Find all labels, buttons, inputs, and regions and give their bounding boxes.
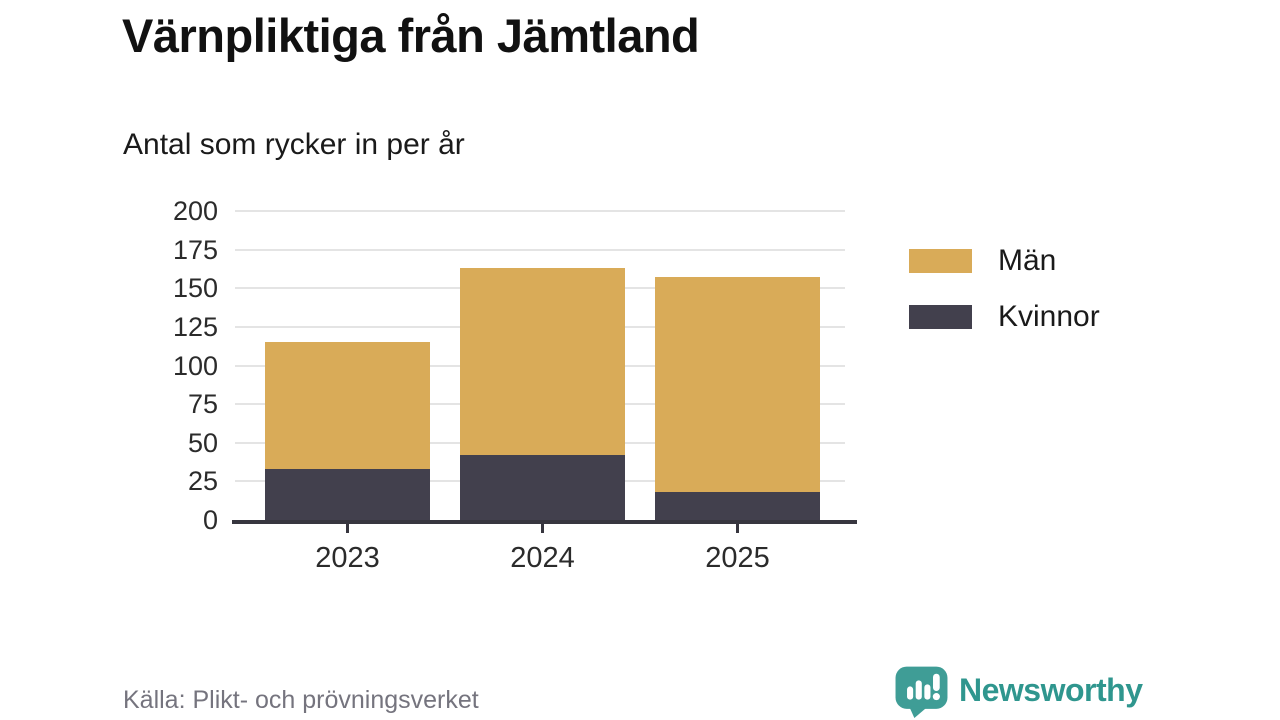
- chart-title: Värnpliktiga från Jämtland: [122, 9, 700, 62]
- x-tick-2024: [541, 522, 544, 533]
- y-tick-label-150: 150: [172, 273, 218, 304]
- x-tick-label-2024: 2024: [510, 542, 575, 574]
- legend-swatch-kvinnor: [909, 305, 972, 329]
- chart-subtitle: Antal som rycker in per år: [123, 128, 465, 161]
- y-tick-label-100: 100: [172, 350, 218, 381]
- x-tick-label-2023: 2023: [315, 542, 380, 574]
- gridline-175: [235, 248, 845, 251]
- gridline-200: [235, 210, 845, 212]
- bar-2023-män: [265, 342, 430, 470]
- y-tick-label-50: 50: [187, 427, 218, 458]
- bar-2024: [460, 268, 625, 520]
- bar-2025: [655, 277, 820, 520]
- newsworthy-logo-icon: [895, 666, 948, 718]
- y-tick-label-175: 175: [172, 234, 218, 265]
- bar-2023: [265, 342, 430, 520]
- x-tick-label-2025: 2025: [705, 542, 770, 574]
- bar-2025-män: [655, 277, 820, 493]
- y-tick-label-200: 200: [172, 196, 218, 226]
- bar-2024-män: [460, 268, 625, 456]
- y-tick-label-25: 25: [187, 466, 218, 497]
- y-tick-label-125: 125: [172, 311, 218, 342]
- y-tick-label-75: 75: [187, 389, 218, 420]
- bar-2023-kvinnor: [265, 469, 430, 520]
- plot-area: [232, 210, 857, 524]
- x-tick-2025: [736, 522, 739, 533]
- brand-name: Newsworthy: [959, 672, 1143, 708]
- legend-label-kvinnor: Kvinnor: [998, 300, 1100, 333]
- legend-label-män: Män: [998, 244, 1057, 277]
- legend: Män Kvinnor: [909, 244, 1100, 356]
- x-axis-line: [232, 520, 857, 524]
- legend-item-kvinnor: Kvinnor: [909, 300, 1100, 334]
- x-tick-2023: [346, 522, 349, 533]
- legend-swatch-män: [909, 249, 972, 273]
- y-tick-label-0: 0: [202, 505, 218, 535]
- bar-2024-kvinnor: [460, 455, 625, 520]
- brand-lockup: Newsworthy: [894, 663, 1143, 718]
- bar-2025-kvinnor: [655, 492, 820, 520]
- legend-item-män: Män: [909, 244, 1100, 278]
- source-note: Källa: Plikt- och prövningsverket: [123, 686, 479, 714]
